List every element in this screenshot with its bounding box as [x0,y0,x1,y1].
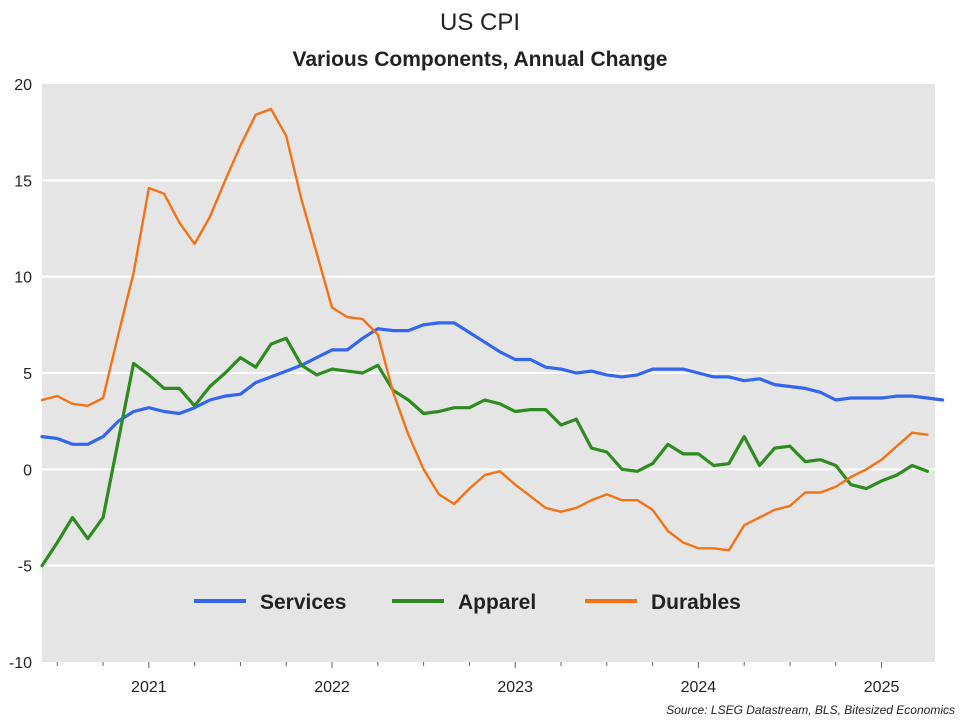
y-tick-label: 10 [14,270,32,287]
source-note: Source: LSEG Datastream, BLS, Bitesized … [666,703,955,717]
legend-label-services: Services [260,591,346,614]
grid-lines [42,179,935,567]
x-tick-label: 2023 [497,679,533,696]
x-axis-ticks: 2021 2022 2023 2024 2025 [56,662,900,696]
series-line-durables [40,107,929,552]
chart-title: US CPI [440,9,520,36]
x-tick-label: 2022 [314,679,350,696]
legend: Services Apparel Durables [194,591,741,614]
y-tick-label: 20 [14,77,32,94]
legend-label-apparel: Apparel [458,591,536,614]
y-tick-label: 0 [23,462,32,479]
chart-subtitle: Various Components, Annual Change [293,48,668,71]
y-tick-label: 15 [14,173,32,190]
x-tick-label: 2025 [864,679,900,696]
y-axis-ticks: 20 15 10 5 0 -5 -10 [9,77,32,672]
x-tick-label: 2021 [131,679,167,696]
series-line-apparel [40,336,930,568]
y-tick-label: -10 [9,655,32,672]
series-line-services [40,321,945,446]
legend-label-durables: Durables [651,591,741,614]
x-tick-label: 2024 [681,679,717,696]
series-lines [40,107,945,568]
y-tick-label: -5 [18,559,32,576]
y-tick-label: 5 [23,366,32,383]
